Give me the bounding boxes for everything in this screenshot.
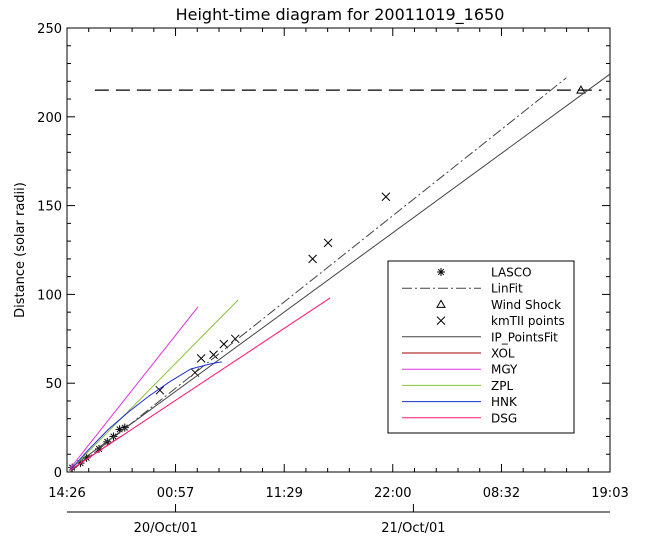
x-tick-label: 19:03 <box>591 486 628 501</box>
series-kmtii-points-point <box>196 353 206 363</box>
legend-lasco-label: LASCO <box>491 266 532 280</box>
x-axis: 14:26 00:57 11:29 22:00 08:32 19:03 <box>48 28 629 501</box>
series-lasco-point-stroke <box>83 454 90 461</box>
legend-kmtii-points-marker-stroke <box>436 316 446 325</box>
y-tick-label: 100 <box>37 288 62 303</box>
date-label: 20/Oct/01 <box>134 521 198 536</box>
x-tick-label: 00:57 <box>157 486 194 501</box>
legend-xol-label: XOL <box>491 347 515 361</box>
y-axis-label: Distance (solar radii) <box>13 182 28 318</box>
series-ip-pointsfit-line <box>69 73 611 469</box>
series-kmtii-points-point-stroke <box>381 192 391 202</box>
x-tick-label: 11:29 <box>265 486 302 501</box>
series-kmtii-points-point-stroke <box>308 254 317 264</box>
series-group <box>68 73 611 473</box>
chart-title: Height-time diagram for 20011019_1650 <box>176 5 505 25</box>
legend-kmtii-points-marker <box>436 316 446 325</box>
legend-hnk-label: HNK <box>491 395 518 409</box>
series-kmtii-points-point-stroke <box>209 350 218 360</box>
series-kmtii-points-point <box>323 238 333 248</box>
x-tick-label: 08:32 <box>483 486 520 501</box>
x-tick-label: 22:00 <box>374 486 411 501</box>
y-tick-label: 250 <box>37 22 62 37</box>
y-tick-label: 0 <box>54 466 62 481</box>
series-kmtii-points-point <box>155 385 165 395</box>
series-dsg-line <box>69 297 331 471</box>
legend-dsg-label: DSG <box>491 411 517 425</box>
legend-linfit-label: LinFit <box>491 282 523 296</box>
series-mgy-line <box>69 306 199 469</box>
series-kmtii-points-point <box>230 334 240 344</box>
series-kmtii-points-point-stroke <box>219 339 229 349</box>
legend-wind-shock-label: Wind Shock <box>491 298 561 312</box>
date-label: 21/Oct/01 <box>381 521 445 536</box>
legend-wind-shock-marker <box>436 299 446 308</box>
series-kmtii-points-point <box>219 339 229 349</box>
y-tick-label: 150 <box>37 200 62 215</box>
y-tick-label: 50 <box>45 377 62 392</box>
series-kmtii-points-point-stroke <box>190 368 200 377</box>
legend-mgy-label: MGY <box>491 363 518 377</box>
date-axis: 20/Oct/01 21/Oct/01 <box>67 504 610 536</box>
series-kmtii-points-point <box>308 254 317 264</box>
series-kmtii-points-point-stroke <box>323 238 333 248</box>
legend-lasco-marker-stroke <box>437 268 445 276</box>
series-kmtii-points-point-stroke <box>155 385 165 395</box>
series-kmtii-points-point-stroke <box>230 334 240 344</box>
legend-lasco-marker <box>437 268 445 276</box>
series-zpl-line <box>69 299 239 471</box>
series-wind-shock-point <box>576 85 586 94</box>
x-tick-label: 14:26 <box>48 486 85 501</box>
plot-frame <box>66 27 611 473</box>
legend-box <box>387 260 575 434</box>
series-linfit-line <box>69 77 567 473</box>
legend-zpl-label: ZPL <box>491 379 513 393</box>
legend-kmtii-points-label: kmTII points <box>491 314 565 328</box>
legend-ip-pointsfit-label: IP_PointsFit <box>491 330 558 344</box>
series-kmtii-points-point <box>209 350 218 360</box>
y-tick-label: 200 <box>37 111 62 126</box>
plot-border <box>66 27 611 473</box>
series-hnk-line <box>69 361 222 471</box>
series-kmtii-points-point-stroke <box>196 353 206 363</box>
y-axis: 0 50 100 150 200 250 <box>37 22 610 481</box>
series-kmtii-points-point <box>381 192 391 202</box>
legend: LASCO LinFit Wind Shock kmTII points IP_Poin… <box>387 260 575 434</box>
